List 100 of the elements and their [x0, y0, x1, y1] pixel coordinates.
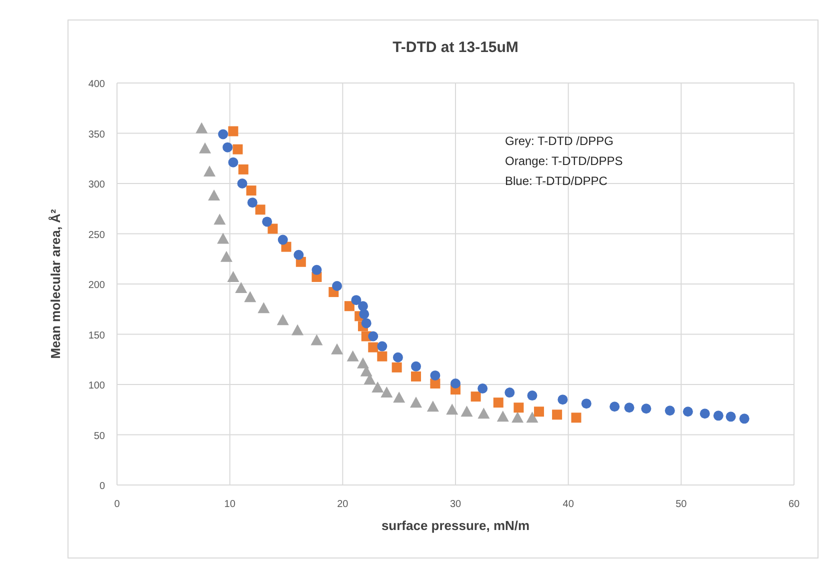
point	[527, 390, 538, 401]
x-tick-label: 40	[562, 499, 574, 510]
point	[514, 402, 524, 413]
point	[372, 382, 384, 393]
point	[220, 250, 232, 262]
x-tick-label: 20	[337, 499, 349, 510]
point	[713, 410, 724, 421]
x-axis-title: surface pressure, mN/m	[381, 518, 530, 533]
y-tick-label: 300	[88, 180, 106, 190]
point	[411, 371, 422, 382]
point	[204, 165, 216, 176]
point	[358, 301, 368, 312]
point	[344, 301, 354, 312]
y-tick-label: 350	[88, 129, 106, 140]
point	[664, 406, 675, 416]
point	[410, 396, 422, 408]
point	[214, 214, 226, 225]
point	[446, 404, 458, 415]
point	[504, 388, 515, 398]
point	[460, 406, 473, 417]
y-axis-title: Mean molecular area, Å²	[48, 208, 63, 359]
point	[512, 412, 524, 423]
point	[641, 404, 652, 414]
point	[346, 350, 359, 362]
point	[237, 178, 248, 188]
point	[246, 186, 256, 196]
point	[726, 412, 736, 422]
point	[700, 408, 710, 419]
point	[368, 342, 378, 352]
point	[450, 378, 460, 388]
y-tick-label: 50	[94, 430, 106, 442]
point	[571, 412, 582, 423]
y-tick-label: 250	[88, 230, 106, 241]
point	[356, 357, 369, 368]
point	[359, 309, 370, 320]
point	[278, 234, 288, 245]
point	[361, 318, 372, 328]
point	[426, 400, 439, 412]
point	[294, 250, 304, 260]
point	[222, 142, 233, 152]
x-tick-label: 10	[224, 499, 236, 510]
point	[377, 341, 388, 352]
point	[368, 331, 378, 342]
point	[739, 414, 750, 424]
x-tick-label: 50	[676, 499, 688, 510]
point	[478, 408, 490, 419]
point	[411, 361, 422, 372]
point	[351, 295, 362, 306]
point	[496, 410, 509, 422]
point	[228, 157, 238, 168]
point	[526, 412, 538, 423]
point	[332, 281, 342, 292]
point	[208, 190, 220, 201]
y-tick-label: 400	[88, 79, 106, 90]
point	[258, 302, 270, 314]
point	[392, 352, 403, 362]
chart-title: T-DTD at 13-15uM	[392, 39, 518, 56]
point	[581, 398, 592, 409]
point	[227, 270, 240, 282]
point	[331, 343, 344, 354]
annotation: Blue: T-DTD/DPPC	[505, 174, 608, 188]
point	[218, 129, 228, 140]
x-tick-label: 0	[114, 499, 120, 510]
point	[244, 291, 256, 302]
y-tick-label: 0	[99, 481, 106, 492]
point	[470, 392, 481, 402]
point	[292, 324, 304, 336]
point	[534, 406, 544, 417]
point	[247, 198, 258, 208]
point	[238, 164, 248, 174]
point	[430, 370, 440, 380]
point	[682, 406, 693, 417]
point	[196, 122, 208, 134]
x-tick-label: 60	[788, 499, 800, 510]
point	[228, 126, 238, 136]
point	[393, 392, 406, 403]
point	[377, 351, 388, 362]
y-tick-label: 200	[88, 280, 106, 291]
point	[558, 394, 568, 405]
point	[262, 216, 272, 227]
y-tick-label: 150	[88, 330, 106, 342]
point	[392, 362, 402, 372]
point	[199, 142, 212, 154]
point	[493, 398, 504, 408]
point	[624, 402, 634, 413]
annotation: Grey: T-DTD /DPPG	[505, 134, 614, 148]
point	[217, 232, 230, 244]
y-tick-label: 100	[88, 380, 106, 392]
point	[232, 144, 243, 154]
point	[310, 334, 323, 346]
point	[255, 204, 266, 215]
point	[610, 402, 620, 412]
point	[235, 282, 248, 294]
point	[276, 314, 289, 326]
point	[552, 410, 562, 420]
x-tick-label: 30	[450, 499, 462, 510]
annotation: Orange: T-DTD/DPPS	[505, 154, 623, 168]
point	[312, 264, 322, 275]
point	[268, 224, 278, 234]
point	[380, 386, 393, 398]
